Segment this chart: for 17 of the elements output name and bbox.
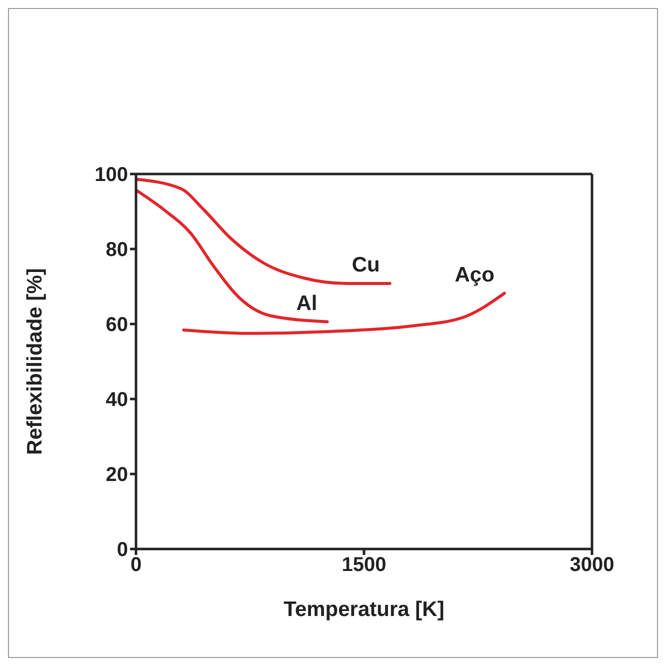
line-series — [136, 178, 392, 285]
y-axis-title: Reflexibilidade [%] — [23, 268, 46, 455]
line-series — [136, 188, 329, 324]
x-tick-label: 3000 — [570, 554, 614, 576]
x-tick-label: 1500 — [342, 554, 386, 576]
x-axis-title: Temperatura [K] — [284, 598, 444, 621]
series-label: Aço — [454, 263, 494, 286]
y-tick-label: 0 — [116, 539, 128, 562]
series-label: Cu — [352, 254, 380, 276]
y-tick-label: 80 — [106, 239, 128, 262]
line-series — [182, 292, 506, 335]
x-tick-label: 0 — [130, 554, 142, 576]
y-tick-label: 20 — [106, 464, 128, 486]
y-tick-label: 100 — [94, 164, 128, 186]
series-label: Al — [296, 292, 318, 315]
y-tick-label: 60 — [106, 314, 128, 336]
y-tick-label: 40 — [106, 389, 128, 412]
